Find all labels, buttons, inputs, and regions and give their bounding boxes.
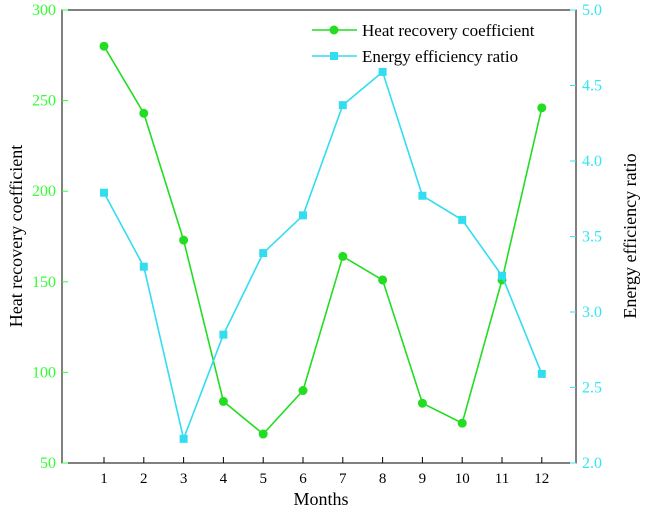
x-tick-label: 4 — [220, 471, 228, 487]
x-tick-label: 8 — [379, 471, 387, 487]
data-point-heat-recovery — [338, 251, 348, 261]
x-tick-label: 6 — [299, 471, 307, 487]
legend-marker-heat-recovery — [329, 25, 339, 35]
data-point-heat-recovery — [258, 429, 268, 439]
data-point-energy-efficiency — [179, 434, 188, 443]
left-y-tick-label: 150 — [32, 274, 56, 291]
data-point-energy-efficiency — [498, 271, 506, 280]
right-y-axis-label: Energy efficiency ratio — [620, 153, 640, 318]
legend-marker-energy-efficiency — [330, 52, 338, 60]
series-line-energy-efficiency — [103, 70, 543, 442]
right-y-tick-label: 5.0 — [582, 2, 602, 19]
data-point-energy-efficiency — [378, 67, 387, 76]
data-point-energy-efficiency — [458, 215, 467, 224]
x-tick-label: 3 — [180, 471, 188, 487]
right-y-tick-label: 2.0 — [582, 455, 602, 472]
right-y-tick-label: 4.0 — [582, 153, 602, 170]
series-layer — [99, 41, 547, 443]
left-y-tick-label: 300 — [32, 2, 56, 19]
left-y-axis-label: Heat recovery coefficient — [6, 145, 26, 328]
data-point-energy-efficiency — [259, 249, 268, 258]
left-y-tick-label: 100 — [32, 364, 56, 381]
plot-frame — [61, 9, 577, 464]
x-tick-label: 12 — [534, 471, 549, 487]
x-tick-label: 1 — [100, 471, 108, 487]
data-point-heat-recovery — [218, 396, 228, 406]
data-point-energy-efficiency — [219, 330, 228, 339]
left-y-axis: 50 100 150 200 250 300 — [32, 2, 68, 472]
right-y-tick-label: 3.0 — [582, 304, 602, 321]
x-tick-label: 11 — [495, 471, 509, 487]
left-y-tick-label: 250 — [32, 93, 56, 110]
data-point-heat-recovery — [298, 386, 308, 396]
left-y-tick-label: 200 — [32, 183, 56, 200]
x-tick-label: 9 — [419, 471, 427, 487]
right-y-tick-label: 4.5 — [582, 78, 602, 95]
data-point-heat-recovery — [99, 41, 109, 51]
right-y-tick-label: 2.5 — [582, 380, 602, 397]
x-tick-label: 5 — [259, 471, 267, 487]
data-point-heat-recovery — [139, 108, 149, 118]
x-tick-label: 2 — [140, 471, 148, 487]
data-point-heat-recovery — [537, 103, 547, 113]
x-axis-label: Months — [293, 489, 348, 509]
data-point-heat-recovery — [179, 235, 189, 245]
legend-item-energy-efficiency: Energy efficiency ratio — [312, 47, 518, 66]
data-point-energy-efficiency — [139, 262, 148, 271]
data-point-heat-recovery — [378, 275, 388, 285]
x-axis: 1 2 3 4 5 6 7 8 9 10 11 12 — [100, 457, 549, 487]
data-point-energy-efficiency — [537, 369, 546, 378]
data-point-energy-efficiency — [299, 211, 307, 220]
data-point-energy-efficiency — [100, 188, 108, 197]
left-y-tick-label: 50 — [40, 455, 56, 472]
x-tick-label: 10 — [455, 471, 470, 487]
right-y-axis: 2.0 2.5 3.0 3.5 4.0 4.5 5.0 — [570, 2, 602, 472]
data-point-energy-efficiency — [418, 191, 427, 200]
data-point-heat-recovery — [417, 398, 427, 408]
legend: Heat recovery coefficient Energy efficie… — [312, 21, 535, 66]
legend-label-heat-recovery: Heat recovery coefficient — [362, 21, 535, 40]
legend-label-energy-efficiency: Energy efficiency ratio — [362, 47, 518, 66]
data-point-energy-efficiency — [338, 101, 347, 110]
data-point-heat-recovery — [457, 418, 467, 428]
series-line-heat-recovery — [103, 45, 543, 436]
x-tick-label: 7 — [339, 471, 347, 487]
right-y-tick-label: 3.5 — [582, 229, 602, 246]
legend-item-heat-recovery: Heat recovery coefficient — [312, 21, 535, 40]
